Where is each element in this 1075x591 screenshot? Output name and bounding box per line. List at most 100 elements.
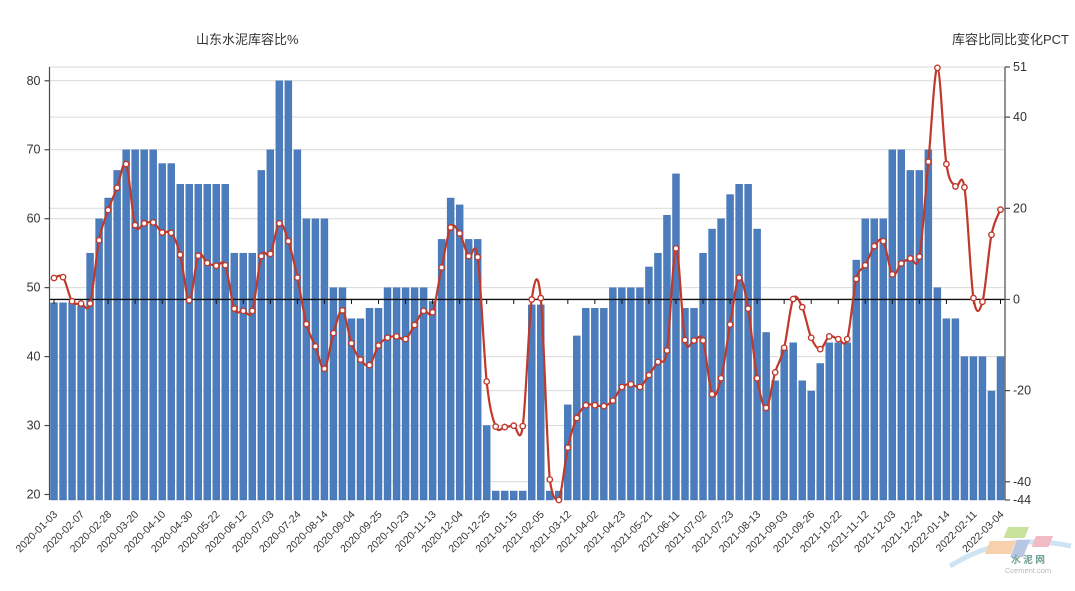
bar (645, 266, 653, 501)
line-point (546, 476, 554, 483)
line-point (834, 335, 842, 343)
line-point (483, 378, 491, 385)
line-point (447, 224, 455, 231)
line-point (510, 422, 518, 430)
bar (437, 239, 446, 501)
bar (978, 356, 987, 501)
bar (753, 228, 761, 501)
bar (356, 318, 365, 501)
line-point (203, 259, 211, 267)
line-point (149, 219, 157, 226)
bar (410, 287, 419, 501)
bar (95, 218, 103, 501)
line-point (303, 320, 310, 328)
bar (482, 425, 491, 501)
bar (699, 252, 707, 501)
line-point (357, 356, 364, 364)
bar (888, 149, 897, 501)
bar (501, 490, 509, 501)
line-point (221, 261, 229, 269)
bar (798, 380, 806, 501)
line-point (609, 397, 617, 405)
bar (329, 287, 338, 501)
bar (176, 184, 184, 501)
bar-series (50, 80, 1005, 501)
bar (708, 228, 716, 501)
bar (942, 318, 951, 501)
line-point (194, 252, 202, 260)
bar (257, 170, 266, 501)
line-point (744, 305, 752, 312)
line-point (429, 308, 437, 316)
bar (897, 149, 906, 501)
bar (519, 490, 527, 501)
line-point (366, 361, 373, 369)
line-point (519, 422, 527, 430)
line-point (564, 444, 572, 451)
x-axis-labels: 2020-01-032020-02-072020-02-282020-03-20… (14, 509, 1007, 556)
line-point (104, 206, 112, 214)
axis-ticks-and-labels: 20 30 40 50 60 70 80 -44 -40 -20 0 20 40 51 (27, 60, 1032, 507)
right-axis-tick-label: -20 (1013, 384, 1031, 398)
line-point (86, 300, 94, 307)
line-point (456, 229, 464, 237)
bar (762, 332, 770, 501)
line-point (825, 332, 833, 340)
bar (158, 163, 166, 501)
line-point (573, 414, 581, 422)
line-point (582, 401, 590, 409)
left-axis-tick-label: 60 (27, 212, 41, 226)
line-point (465, 252, 473, 260)
right-axis-title: 库容比同比变化PCT (951, 32, 1069, 47)
bar (672, 173, 680, 501)
line-point (699, 337, 707, 344)
line-point (771, 368, 779, 376)
bar (735, 184, 743, 501)
left-axis-title: 山东水泥库容比% (196, 32, 299, 47)
line-point (393, 332, 400, 340)
line-point (185, 296, 193, 304)
bar (609, 287, 617, 501)
right-axis-tick-label: -40 (1013, 475, 1031, 489)
line-point (95, 236, 103, 244)
bar (401, 287, 410, 501)
line-point (807, 334, 815, 342)
bar (455, 204, 464, 501)
line-point (384, 334, 391, 342)
bar (428, 301, 437, 501)
line-point (681, 336, 689, 344)
bar (726, 194, 734, 501)
bar (212, 184, 220, 501)
line-point (780, 344, 788, 352)
bar (690, 308, 698, 501)
bar (86, 252, 94, 501)
line-point (726, 321, 734, 328)
bar (834, 342, 842, 501)
left-axis-tick-label: 20 (27, 487, 41, 501)
line-point (979, 298, 986, 306)
line-point (266, 250, 274, 258)
line-point (50, 274, 58, 282)
bar (77, 305, 85, 501)
right-axis-tick-label: 40 (1013, 110, 1027, 124)
bar (870, 218, 878, 501)
line-point (672, 245, 680, 252)
line-point (618, 383, 626, 391)
bar (392, 287, 401, 501)
bar (50, 302, 58, 501)
line-point (339, 306, 346, 314)
right-axis-tick-label: 51 (1013, 60, 1027, 74)
bar (239, 252, 248, 501)
bar (789, 342, 797, 501)
line-point (293, 274, 301, 281)
line-point (663, 347, 671, 354)
line-point (77, 300, 85, 307)
bar (203, 184, 211, 501)
right-axis-tick-label: -44 (1013, 493, 1031, 507)
line-point (988, 231, 995, 239)
line-point (870, 242, 878, 250)
bar (627, 287, 635, 501)
bar (59, 302, 67, 501)
bar (365, 308, 374, 501)
bar (654, 252, 662, 501)
